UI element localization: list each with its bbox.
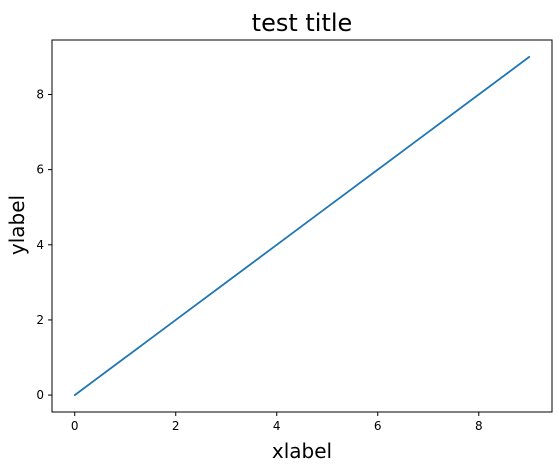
x-tick-label: 8 — [475, 419, 483, 433]
y-tick-label: 0 — [36, 388, 44, 402]
y-tick-label: 6 — [36, 163, 44, 177]
y-tick-label: 8 — [36, 87, 44, 101]
x-axis-label: xlabel — [272, 439, 332, 463]
plot-frame — [51, 39, 553, 413]
y-axis-label: ylabel — [5, 195, 29, 255]
y-tick-label: 2 — [36, 313, 44, 327]
y-tick-label: 4 — [36, 238, 44, 252]
plot-layer: 0 2 4 6 8 0 2 4 6 8 — [36, 56, 531, 433]
x-tick-label: 2 — [172, 419, 180, 433]
x-tick-label: 0 — [71, 419, 79, 433]
chart-title: test title — [252, 9, 353, 37]
x-tick-label: 6 — [374, 419, 382, 433]
series-line — [73, 56, 531, 396]
x-tick-label: 4 — [273, 419, 281, 433]
